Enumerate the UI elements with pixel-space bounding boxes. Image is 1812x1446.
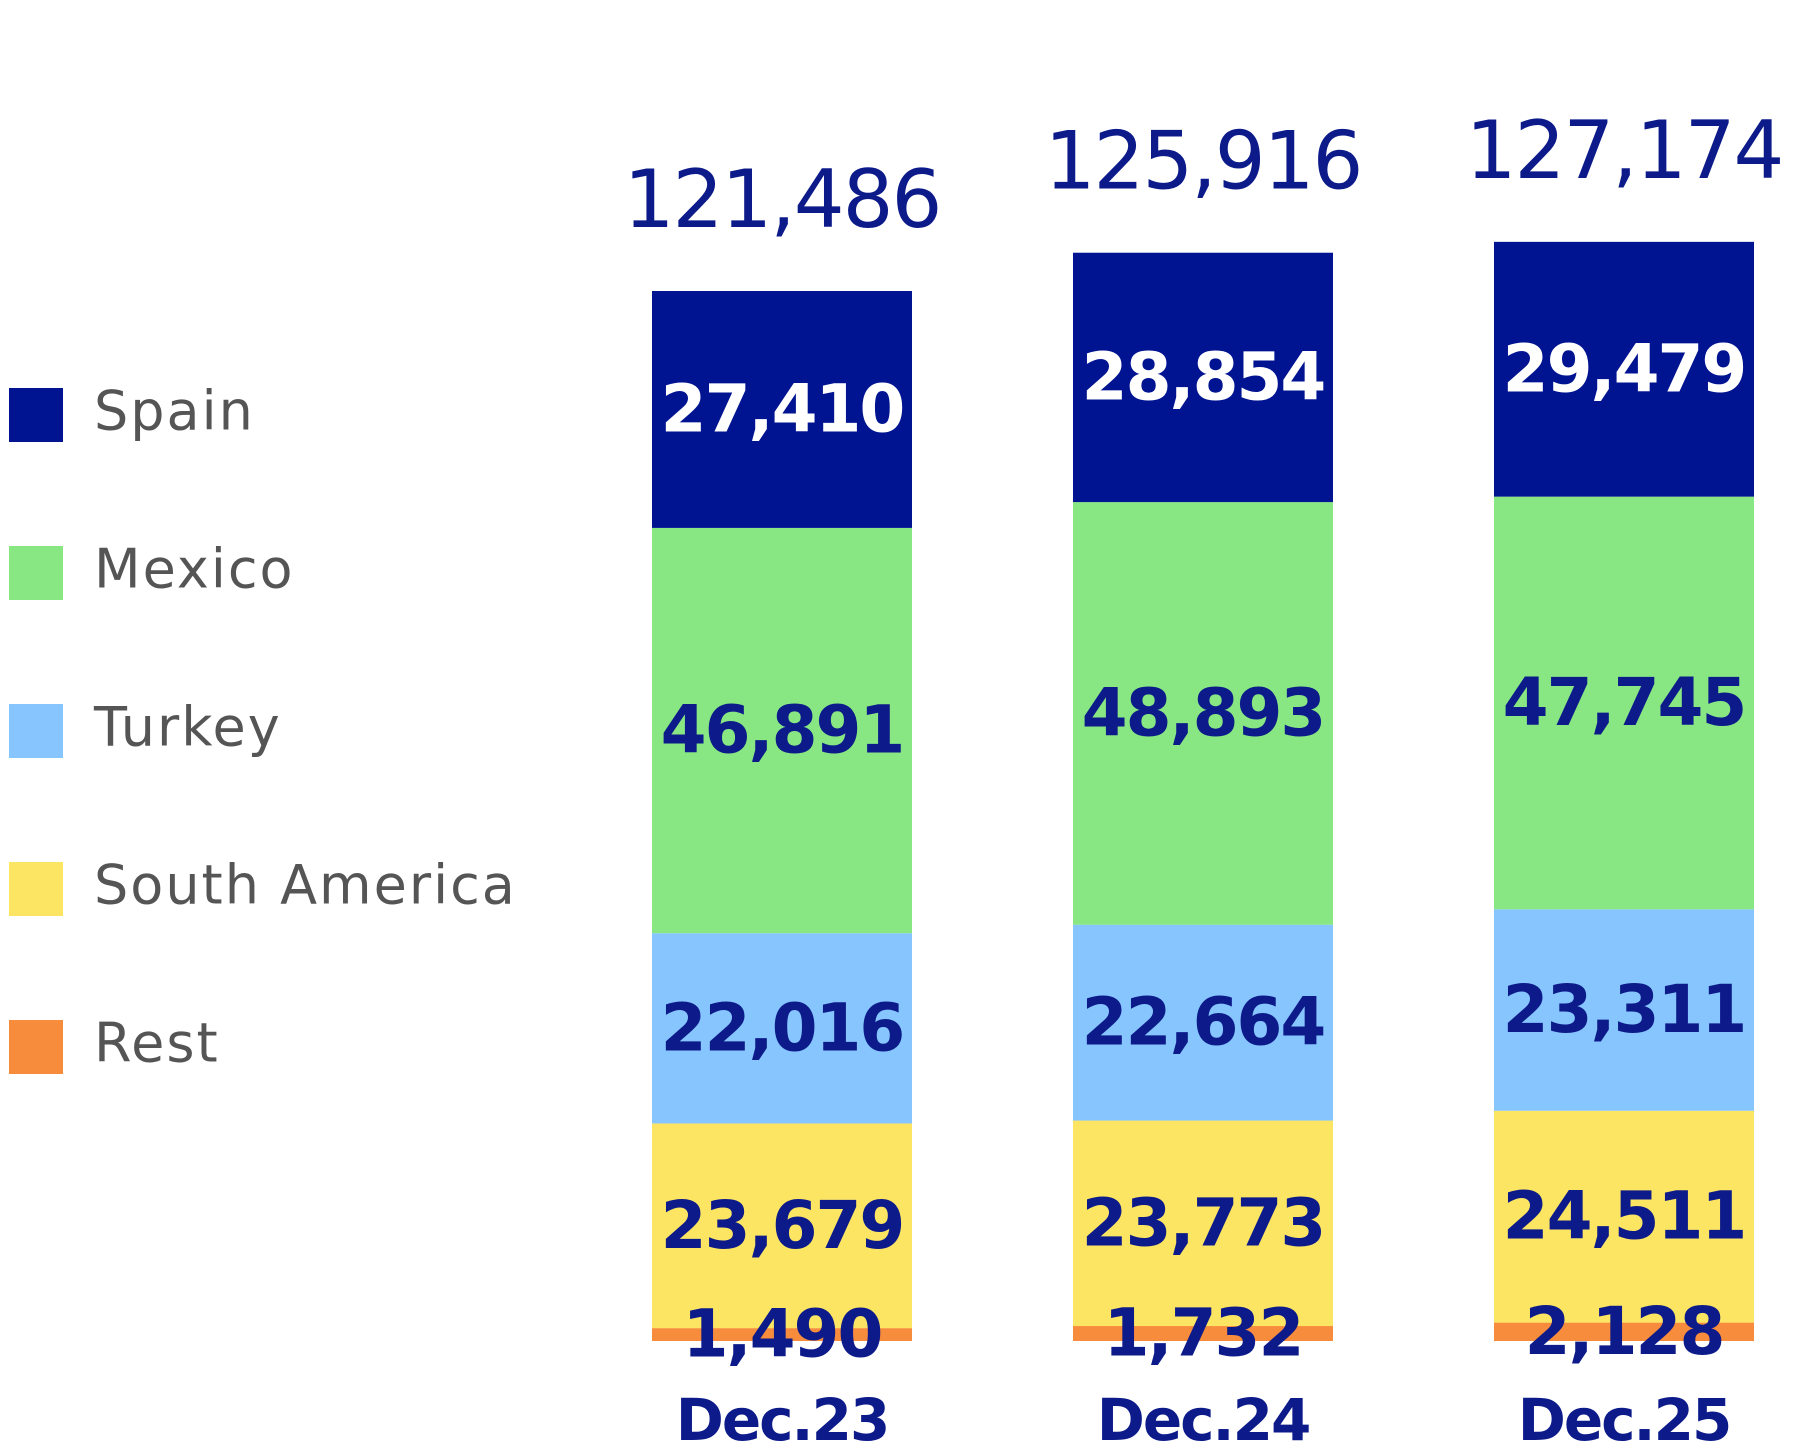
legend-swatch [9,388,63,442]
total-label: 125,916 [1045,115,1362,208]
value-label: 48,893 [1082,674,1325,751]
bar-segment [1073,1120,1333,1327]
bar-segment [652,291,912,528]
x-tick-label: Dec.23 [676,1386,889,1446]
value-label: 23,773 [1082,1184,1325,1261]
legend-swatch [9,704,63,758]
legend-label: South America [94,854,517,917]
legend-swatch [9,862,63,916]
value-label: 2,128 [1525,1293,1724,1370]
legend-label: Turkey [93,696,282,759]
bar-segment [1073,252,1333,503]
bar-segment [1073,1326,1333,1341]
legend-swatch [9,1020,63,1074]
bar-segment [1494,1110,1754,1323]
legend-swatch [9,546,63,600]
value-label: 1,732 [1104,1295,1303,1372]
bar-segment [1494,241,1754,497]
value-label: 29,479 [1503,330,1746,407]
value-label: 28,854 [1082,338,1325,415]
bar-segment [652,1123,912,1329]
bar-segment [1494,496,1754,910]
x-tick-label: Dec.24 [1097,1386,1310,1446]
value-label: 27,410 [661,371,904,448]
value-label: 47,745 [1503,664,1746,741]
bar-segment [652,527,912,934]
value-label: 23,679 [661,1187,904,1264]
total-label: 121,486 [624,153,941,246]
legend-label: Mexico [94,538,295,601]
bar-segment [1073,502,1333,925]
bar-segment [1073,924,1333,1121]
value-label: 23,311 [1503,971,1746,1048]
legend-label: Rest [94,1012,220,1075]
value-label: 1,490 [683,1296,882,1373]
bar-segment [652,1328,912,1341]
value-label: 22,664 [1082,984,1325,1061]
bar-segment [652,933,912,1124]
value-label: 46,891 [661,692,904,769]
value-label: 22,016 [661,989,904,1066]
total-label: 127,174 [1466,104,1783,197]
x-tick-label: Dec.25 [1518,1386,1731,1446]
bar-segment [1494,909,1754,1111]
value-label: 24,511 [1503,1178,1746,1255]
legend-label: Spain [94,380,255,443]
bar-segment [1494,1322,1754,1341]
